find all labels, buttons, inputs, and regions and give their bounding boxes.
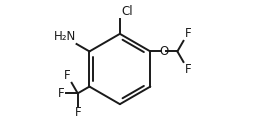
Text: F: F xyxy=(185,63,191,76)
Text: F: F xyxy=(74,106,81,119)
Text: O: O xyxy=(159,45,168,58)
Text: H₂N: H₂N xyxy=(54,30,76,43)
Text: Cl: Cl xyxy=(121,5,133,18)
Text: F: F xyxy=(64,69,71,82)
Text: F: F xyxy=(58,87,65,100)
Text: F: F xyxy=(185,27,191,40)
